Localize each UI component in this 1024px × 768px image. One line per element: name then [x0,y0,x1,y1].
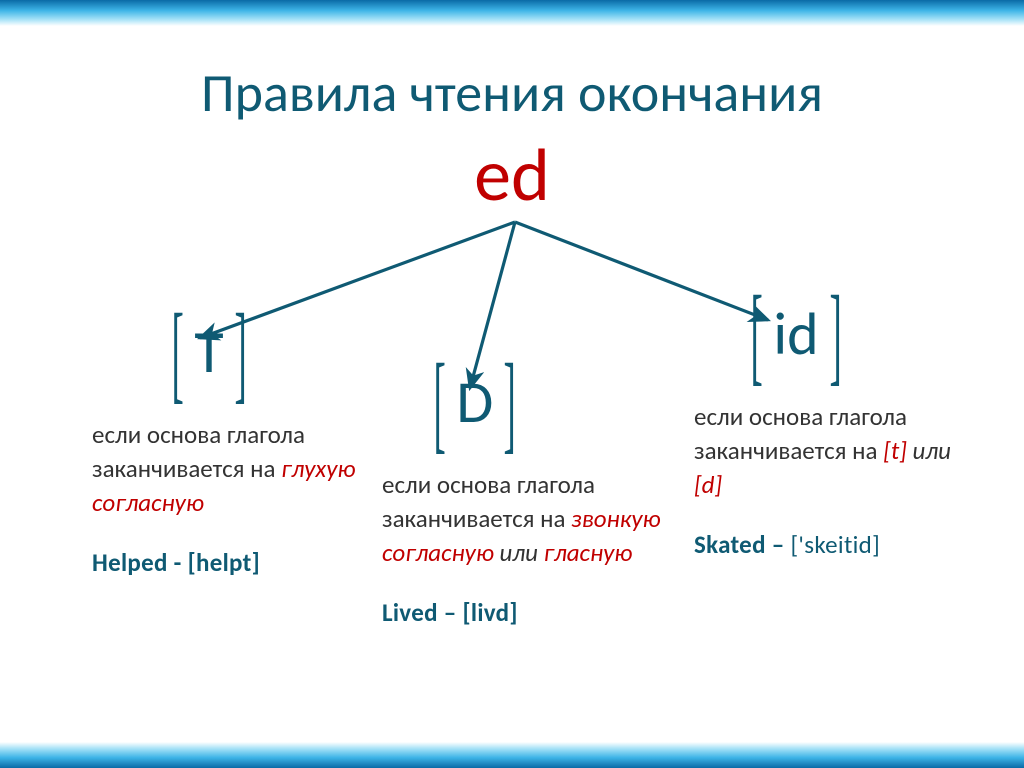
column-id: если основа глагола заканчивается на [t]… [694,400,984,560]
column-d: если основа глагола заканчивается на зво… [382,468,672,628]
slide: Правила чтения окончания ed [T] [D] [id]… [0,0,1024,768]
gradient-border-bottom [0,742,1024,768]
slide-title: Правила чтения окончания [0,60,1024,126]
phoneme-t: [T] [163,316,255,389]
example-t: Helped - [helpt] [92,547,392,578]
ed-root-label: ed [0,130,1024,220]
rule-t-text: если основа глагола заканчивается на глу… [92,418,392,519]
rule-id-text: если основа глагола заканчивается на [t]… [694,400,984,501]
example-d: Lived – [livd] [382,597,672,628]
example-id: Skated – ['skeitid] [694,529,984,560]
phoneme-id: [id] [742,298,850,371]
rule-d-text: если основа глагола заканчивается на зво… [382,468,672,569]
column-t: если основа глагола заканчивается на глу… [92,418,392,578]
phoneme-d: [D] [425,366,525,439]
gradient-border-top [0,0,1024,26]
